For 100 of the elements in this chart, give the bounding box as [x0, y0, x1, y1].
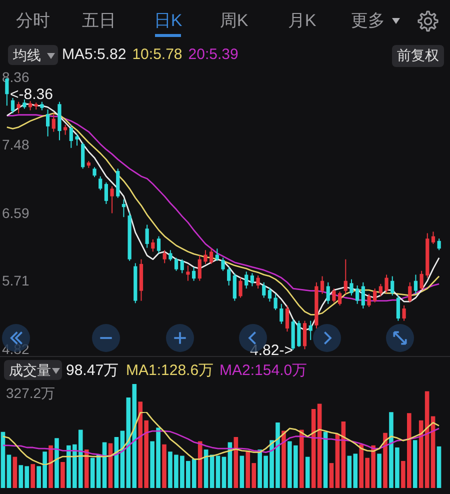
- candlestick: [367, 293, 371, 308]
- candlestick: [420, 270, 424, 291]
- bar: [60, 462, 65, 488]
- text: 更多: [350, 10, 386, 32]
- candlestick: [244, 271, 248, 290]
- candlestick: [198, 254, 202, 282]
- bar: [30, 464, 35, 488]
- bar: [54, 438, 59, 488]
- candlestick: [326, 282, 330, 304]
- candlestick: [332, 288, 336, 303]
- candlestick: [238, 277, 242, 298]
- candlestick: [250, 272, 254, 287]
- text: 分时: [15, 10, 51, 32]
- bar: [90, 458, 95, 488]
- bar: [424, 391, 430, 488]
- candlestick: [81, 142, 85, 170]
- text: 前复权: [392, 45, 444, 67]
- candlestick: [285, 304, 290, 332]
- bar: [216, 456, 220, 488]
- bar: [323, 432, 328, 488]
- candlestick: [145, 224, 149, 248]
- candlestick: [110, 186, 114, 214]
- text: 月K: [286, 10, 318, 32]
- candlestick: [210, 248, 214, 264]
- annotation: <-8.36: [10, 86, 53, 103]
- candlestick: [151, 238, 155, 252]
- candlestick: [378, 283, 382, 297]
- candlestick: [262, 282, 266, 298]
- y-tick-label: 5.71: [2, 272, 30, 288]
- bar: [240, 456, 244, 488]
- candlestick: [232, 272, 236, 302]
- text: 成交量: [9, 362, 51, 380]
- text: 20:5.39: [188, 46, 238, 63]
- text: 周K: [218, 10, 250, 32]
- text: MA2:154.0万: [220, 362, 308, 379]
- y-tick-label: 6.59: [2, 204, 30, 221]
- candlestick: [350, 278, 354, 296]
- text: 日K: [152, 10, 184, 32]
- bar: [305, 456, 310, 488]
- candlestick: [431, 231, 436, 244]
- bar: [162, 444, 166, 488]
- candlestick: [308, 320, 312, 341]
- y-tick-label: 7.48: [2, 136, 30, 152]
- candlestick: [104, 182, 108, 205]
- candlestick: [361, 282, 365, 310]
- candlestick: [227, 266, 231, 286]
- bar: [377, 454, 382, 488]
- candlestick: [174, 257, 178, 272]
- bar: [299, 430, 304, 488]
- candlestick: [373, 288, 377, 303]
- bar: [84, 450, 89, 488]
- candlestick: [302, 320, 307, 350]
- candlestick: [414, 274, 418, 294]
- candlestick: [408, 282, 412, 303]
- bar: [329, 463, 334, 488]
- candlestick: [274, 293, 278, 311]
- bar: [210, 454, 214, 488]
- candlestick: [320, 276, 324, 294]
- text: MA1:128.6万: [126, 362, 214, 379]
- candlestick: [52, 112, 56, 132]
- candlestick: [16, 101, 20, 114]
- candlestick: [221, 257, 225, 272]
- bar: [317, 404, 322, 488]
- bar: [48, 445, 53, 488]
- candlestick: [180, 258, 184, 274]
- candlestick: [156, 236, 161, 254]
- text: 五日: [81, 10, 117, 32]
- candlestick: [46, 109, 50, 137]
- text: 均线: [13, 47, 41, 65]
- candlestick: [384, 274, 388, 294]
- candlestick: [215, 248, 219, 262]
- annotation: 4.82->: [250, 342, 293, 359]
- bar: [204, 450, 208, 488]
- bar: [0, 432, 6, 488]
- candlestick: [268, 287, 272, 302]
- bar: [282, 430, 286, 488]
- candlestick: [297, 320, 301, 348]
- candlestick: [162, 250, 166, 264]
- candlestick: [356, 284, 360, 304]
- bar: [6, 454, 12, 488]
- candlestick: [344, 258, 348, 294]
- candlestick: [92, 166, 96, 178]
- candlestick: [396, 294, 400, 322]
- candlestick: [192, 266, 196, 282]
- candlestick: [338, 291, 342, 306]
- candlestick: [98, 176, 102, 191]
- candlestick: [186, 264, 190, 282]
- y-tick-label: 4.82: [2, 340, 30, 357]
- candlestick: [69, 124, 73, 148]
- candlestick: [64, 124, 68, 136]
- candlestick: [437, 238, 441, 251]
- bar: [12, 456, 18, 488]
- bar: [102, 442, 107, 488]
- bar: [222, 456, 226, 488]
- y-tick-label: 8.36: [2, 68, 30, 85]
- text: 98.47万: [66, 361, 119, 380]
- candlestick: [168, 250, 172, 262]
- candlestick: [402, 304, 406, 322]
- candlestick: [75, 134, 79, 146]
- candlestick: [280, 303, 284, 324]
